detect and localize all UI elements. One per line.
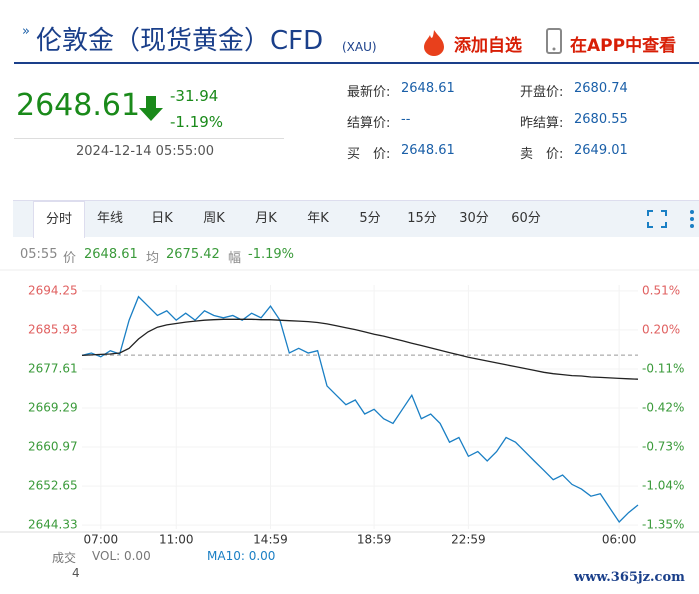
volume-count: 4 — [72, 566, 80, 580]
tab[interactable]: 15分 — [407, 211, 437, 226]
tab[interactable]: 5分 — [359, 211, 381, 226]
y-tick-label: 2660.97 — [28, 440, 78, 454]
y-tick-label: 2677.61 — [28, 361, 78, 375]
y2-tick-label: 0.51% — [642, 284, 680, 298]
series-line — [81, 295, 639, 524]
chart: 2694.25 2685.93 2677.61 2669.29 2660.97 2652.… — [0, 269, 699, 547]
add-watchlist[interactable]: 添加自选 — [454, 36, 522, 56]
tab[interactable]: 60分 — [511, 211, 541, 226]
field-value: 2648.61 — [401, 143, 455, 158]
info-pct: -1.19% — [248, 247, 294, 262]
quote-time: 2024-12-14 05:55:00 — [76, 144, 215, 159]
fullscreen-icon[interactable] — [646, 209, 668, 229]
tab[interactable]: 日K — [151, 211, 173, 226]
volume-value: VOL: 0.00 — [92, 549, 151, 563]
open-app[interactable]: 在APP中查看 — [570, 36, 677, 56]
tab[interactable]: 周K — [203, 211, 225, 226]
tab-bar: 分时 年线 日K 周K 月K 年K 5分 15分 30分 60分 — [13, 200, 699, 238]
info-price-label: 价 — [63, 251, 77, 266]
ma10: MA10: 0.00 — [207, 549, 276, 563]
field-value: 2649.01 — [574, 143, 628, 158]
tab[interactable]: 分时 — [33, 201, 85, 238]
rule — [14, 138, 284, 139]
field-label: 开盘价: — [520, 85, 564, 100]
x-tick-label: 18:59 — [357, 533, 392, 547]
info-time: 05:55 — [20, 247, 58, 262]
y2-tick-label: 0.20% — [642, 323, 680, 337]
field-value: -- — [401, 112, 411, 127]
y-tick-label: 2669.29 — [28, 400, 78, 414]
tab[interactable]: 年K — [307, 211, 329, 226]
menu-icon[interactable] — [687, 209, 697, 229]
field-value: 2648.61 — [401, 81, 455, 96]
price: 2648.61 — [16, 88, 141, 123]
y2-tick-label: -0.42% — [642, 401, 684, 415]
down-arrow — [139, 96, 163, 121]
y2-tick-label: -0.73% — [642, 439, 684, 453]
x-tick-label: 11:00 — [159, 533, 194, 547]
info-avg: 2675.42 — [166, 247, 220, 262]
phone-icon — [546, 28, 562, 54]
series-line — [81, 318, 639, 380]
field-label: 卖 价: — [520, 147, 564, 162]
field-label: 结算价: — [347, 116, 391, 131]
tab[interactable]: 30分 — [459, 211, 489, 226]
title: 伦敦金（现货黄金）CFD — [36, 26, 324, 56]
info-pct-label: 幅 — [228, 251, 242, 266]
y-tick-label: 2652.65 — [28, 479, 78, 493]
change-percent: -1.19% — [170, 113, 224, 131]
field-value: 2680.55 — [574, 112, 628, 127]
bullet: » — [22, 24, 30, 39]
x-tick-label: 14:59 — [253, 533, 288, 547]
x-tick-label: 06:00 — [602, 533, 637, 547]
x-tick-label: 22:59 — [451, 533, 486, 547]
field-label: 买 价: — [347, 147, 391, 162]
watermark: www.365jz.com — [574, 570, 685, 585]
x-tick-label: 07:00 — [84, 533, 119, 547]
field-label: 昨结算: — [520, 116, 564, 131]
field-label: 最新价: — [347, 85, 391, 100]
field-value: 2680.74 — [574, 81, 628, 96]
y-tick-label: 2644.33 — [28, 518, 78, 532]
y-tick-label: 2685.93 — [28, 322, 78, 336]
header-rule — [14, 62, 699, 64]
y2-tick-label: -1.35% — [642, 517, 684, 531]
tab[interactable]: 年线 — [96, 211, 123, 226]
change: -31.94 — [170, 87, 219, 105]
tab[interactable]: 月K — [255, 211, 277, 226]
volume-label: 成交 — [52, 551, 77, 565]
info-avg-label: 均 — [146, 251, 160, 266]
info-price: 2648.61 — [84, 247, 138, 262]
y2-tick-label: -0.11% — [642, 362, 684, 376]
fire-icon — [424, 30, 444, 56]
y-tick-label: 2694.25 — [28, 283, 78, 297]
code: (XAU) — [342, 40, 377, 54]
y2-tick-label: -1.04% — [642, 478, 684, 492]
